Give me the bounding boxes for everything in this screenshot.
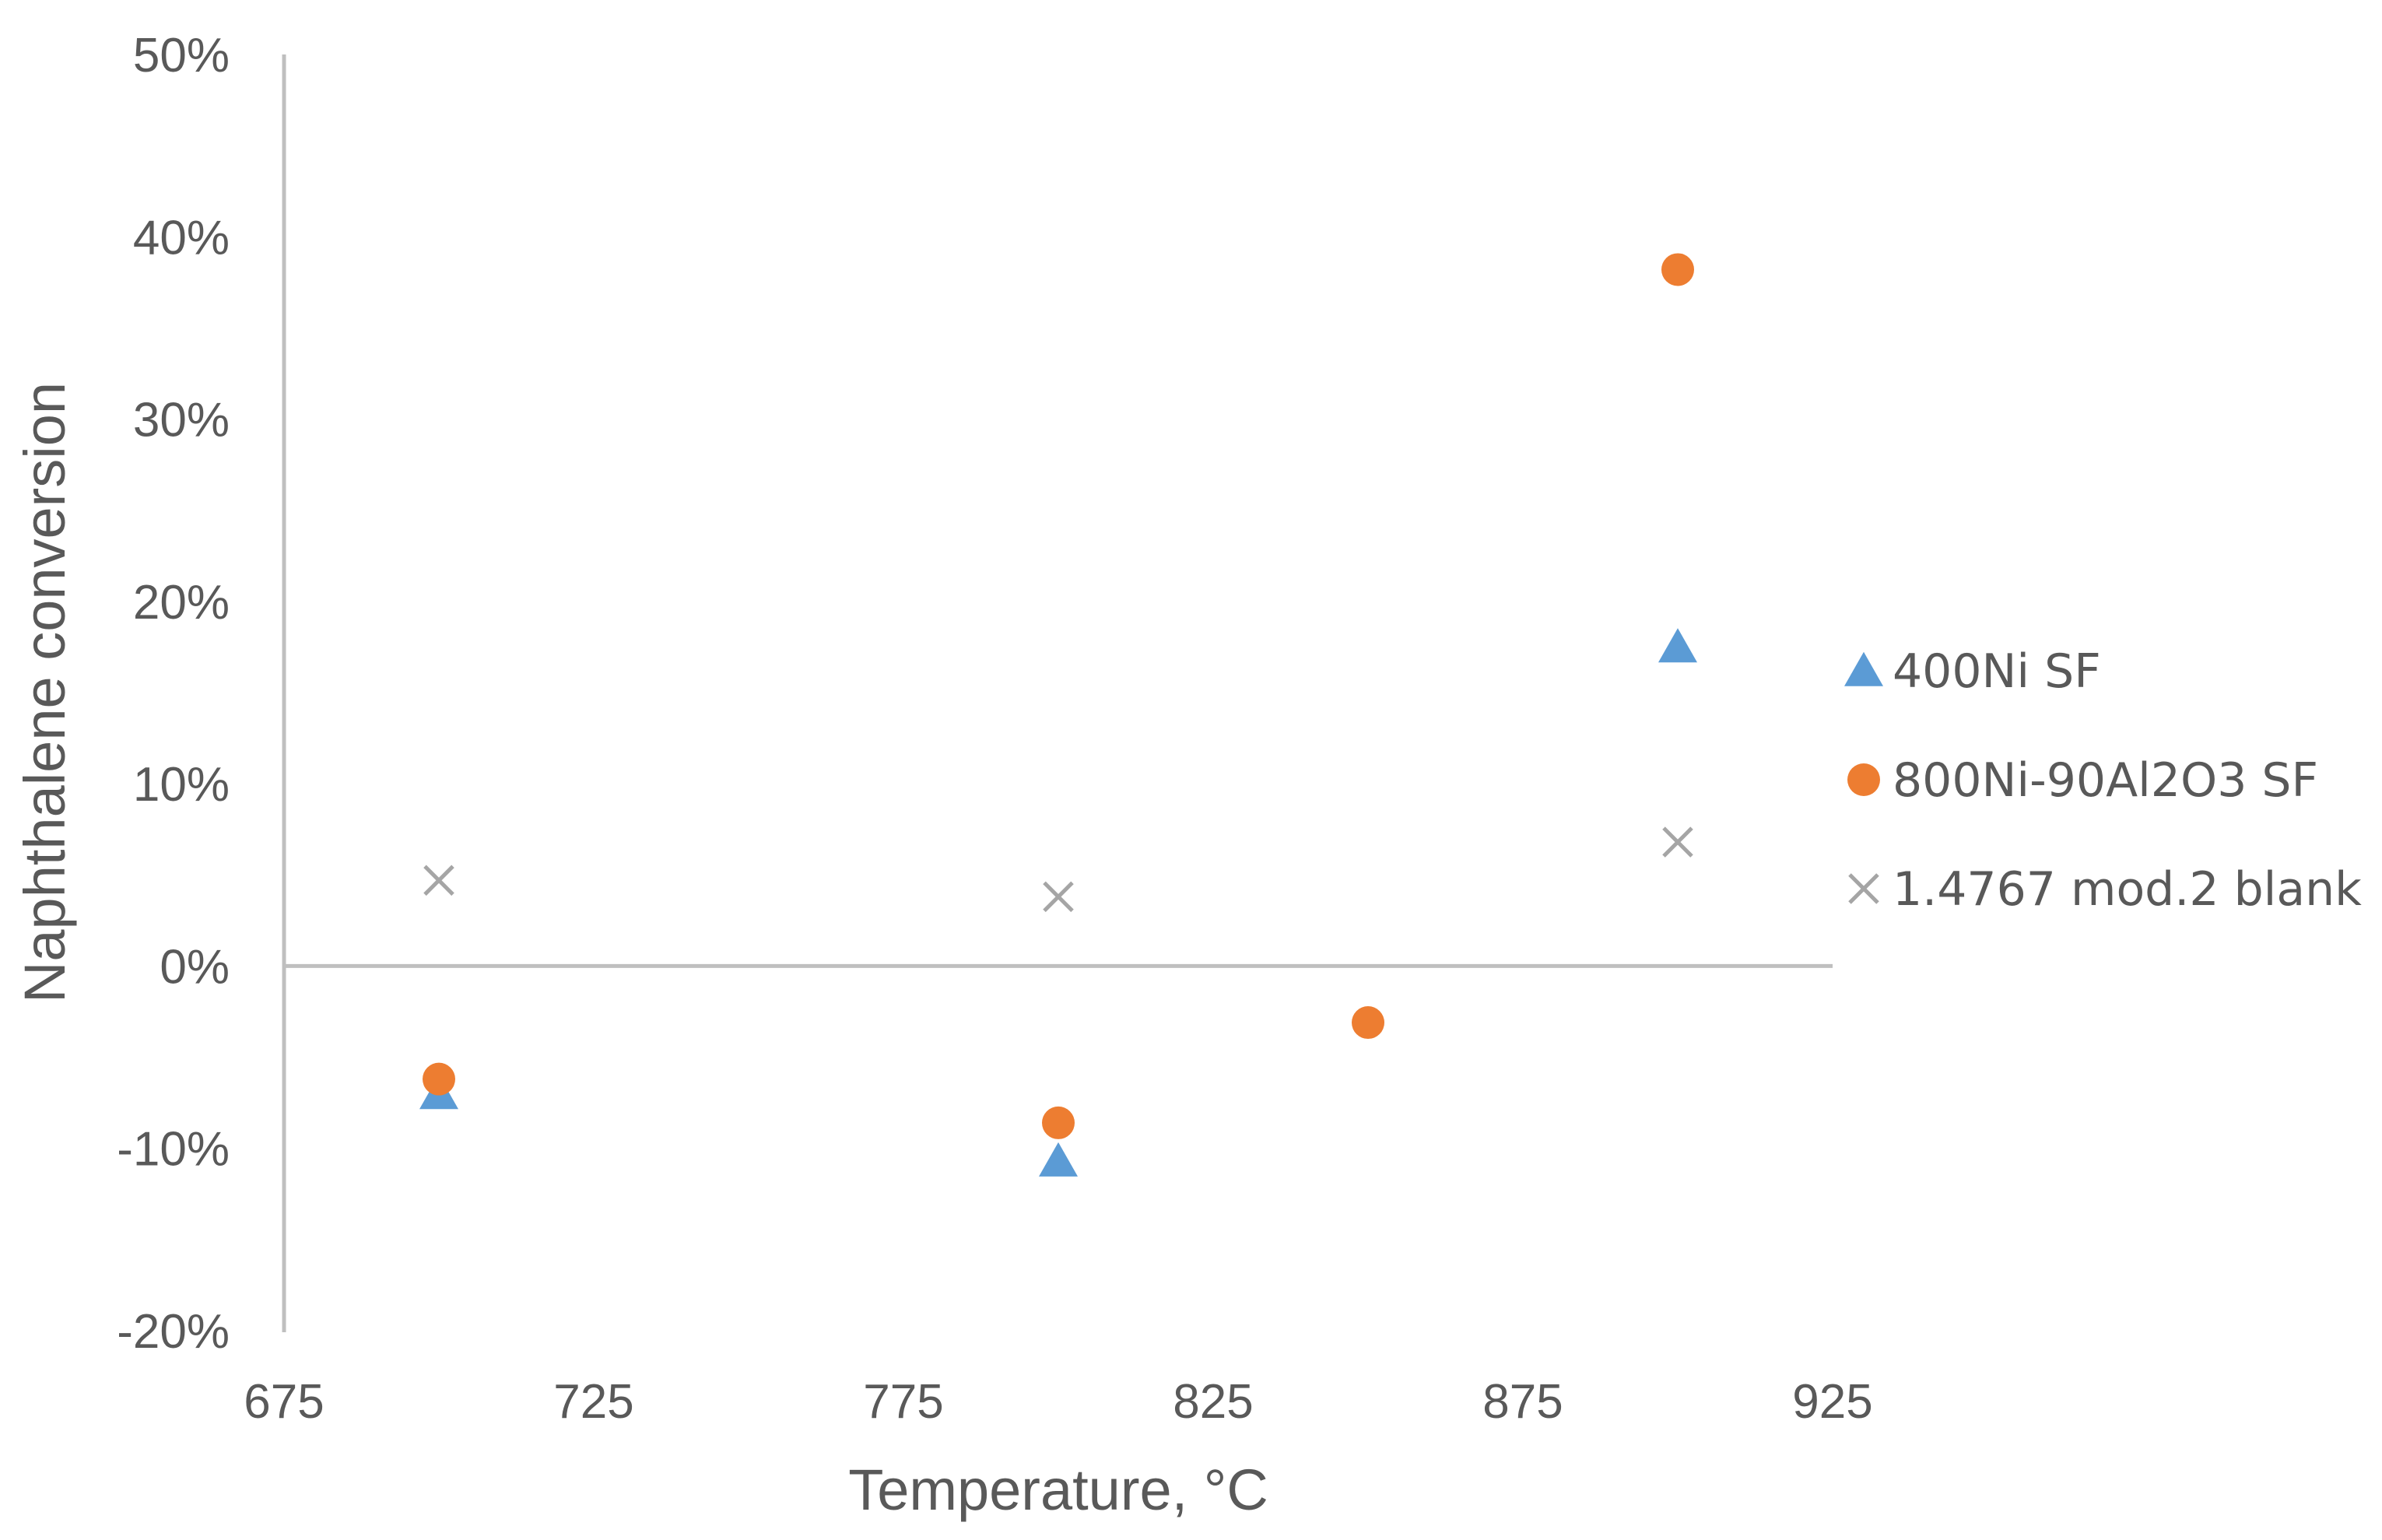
y-tick-label: 50% — [133, 29, 230, 82]
point-series-3 — [1662, 826, 1693, 858]
y-tick-label: 10% — [133, 758, 230, 812]
point-series-2 — [1352, 1006, 1384, 1040]
legend-label: 800Ni-90Al2O3 SF — [1893, 753, 2318, 808]
x-tick-labels: 675 725 775 825 875 925 — [244, 1375, 1872, 1429]
legend-marker — [1844, 651, 1883, 686]
legend: 400Ni SF 800Ni-90Al2O3 SF 1.4767 mod.2 bla… — [1844, 644, 2362, 917]
legend-marker — [1848, 873, 1879, 904]
data-points — [419, 253, 1697, 1177]
point-series-2 — [1661, 253, 1694, 286]
x-tick-label: 775 — [863, 1375, 943, 1429]
x-tick-label: 725 — [553, 1375, 633, 1429]
y-tick-label: 30% — [133, 394, 230, 447]
y-tick-label: 40% — [133, 211, 230, 265]
y-tick-label: 20% — [133, 576, 230, 630]
point-series-2 — [423, 1062, 455, 1096]
point-series-2 — [1042, 1106, 1075, 1139]
axes — [282, 54, 1833, 1332]
x-axis-title: Temperature, °C — [848, 1458, 1268, 1522]
point-series-3 — [1043, 881, 1074, 913]
y-tick-labels: -20% -10% 0% 10% 20% 30% 40% 50% — [117, 29, 230, 1359]
legend-item: 1.4767 mod.2 blank — [1848, 862, 2362, 917]
x-tick-label: 925 — [1792, 1375, 1872, 1429]
legend-item: 800Ni-90Al2O3 SF — [1847, 753, 2318, 808]
y-tick-label: 0% — [160, 940, 230, 994]
x-tick-label: 675 — [244, 1375, 324, 1429]
legend-label: 400Ni SF — [1893, 644, 2101, 699]
legend-label: 1.4767 mod.2 blank — [1893, 862, 2362, 917]
legend-marker — [1847, 763, 1880, 796]
y-tick-label: -20% — [117, 1305, 230, 1359]
point-series-1 — [1658, 628, 1697, 663]
x-tick-label: 875 — [1482, 1375, 1563, 1429]
x-tick-label: 825 — [1173, 1375, 1253, 1429]
point-series-3 — [423, 865, 454, 896]
y-axis-title: Naphthalene conversion — [12, 382, 77, 1003]
legend-item: 400Ni SF — [1844, 644, 2101, 699]
y-tick-label: -10% — [117, 1123, 230, 1177]
point-series-1 — [1039, 1142, 1078, 1177]
